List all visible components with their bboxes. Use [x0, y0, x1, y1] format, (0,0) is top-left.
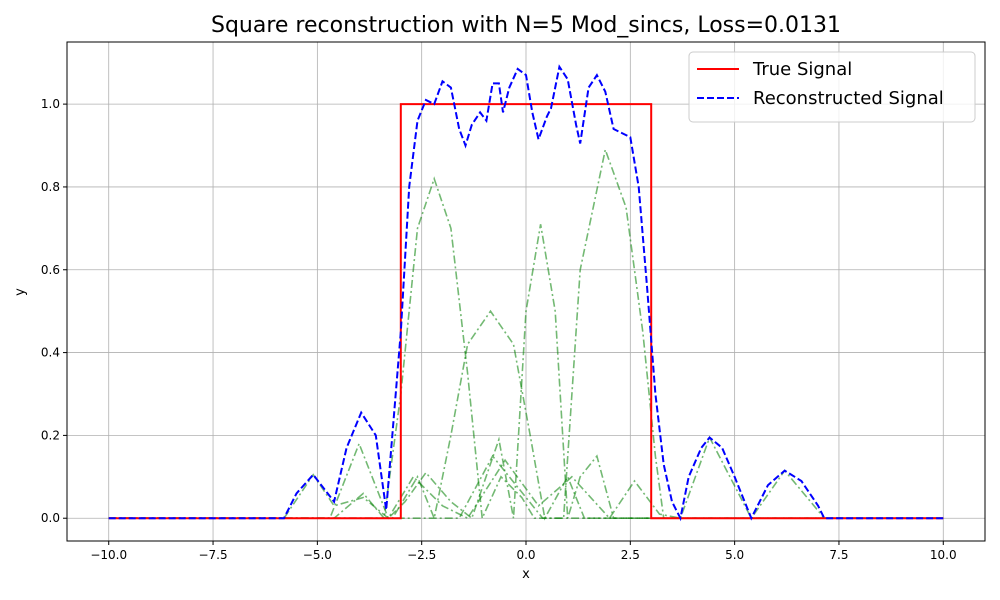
legend-label: Reconstructed Signal — [753, 88, 944, 109]
x-tick-label: −5.0 — [303, 548, 332, 562]
series-line — [108, 103, 944, 520]
x-axis-label: x — [522, 567, 530, 582]
y-tick-label: 0.8 — [41, 180, 60, 194]
x-tick-label: 2.5 — [621, 548, 640, 562]
y-axis-label: y — [13, 288, 28, 296]
y-tick-label: 0.6 — [41, 263, 60, 277]
x-tick-label: −7.5 — [198, 548, 227, 562]
x-tick-label: −2.5 — [407, 548, 436, 562]
series-line — [108, 309, 944, 521]
plot-frame — [66, 41, 986, 542]
y-tick-label: 0.4 — [41, 346, 60, 360]
x-tick-label: 7.5 — [829, 548, 848, 562]
series-line — [108, 435, 944, 520]
y-tick-label: 0.0 — [41, 511, 60, 525]
y-tick-label: 0.2 — [41, 428, 60, 442]
legend-box — [688, 51, 976, 123]
legend: True Signal Reconstructed Signal — [688, 51, 976, 123]
series-line — [108, 224, 944, 520]
series-line — [108, 64, 944, 522]
legend-label: True Signal — [752, 59, 852, 80]
x-tick-label: 10.0 — [930, 548, 957, 562]
x-tick-label: −10.0 — [90, 548, 127, 562]
x-tick-label: 0.0 — [516, 548, 535, 562]
x-tick-label: 5.0 — [725, 548, 744, 562]
chart-title: Square reconstruction with N=5 Mod_sincs… — [211, 13, 841, 38]
series-line — [108, 146, 944, 519]
y-tick-label: 1.0 — [41, 97, 60, 111]
